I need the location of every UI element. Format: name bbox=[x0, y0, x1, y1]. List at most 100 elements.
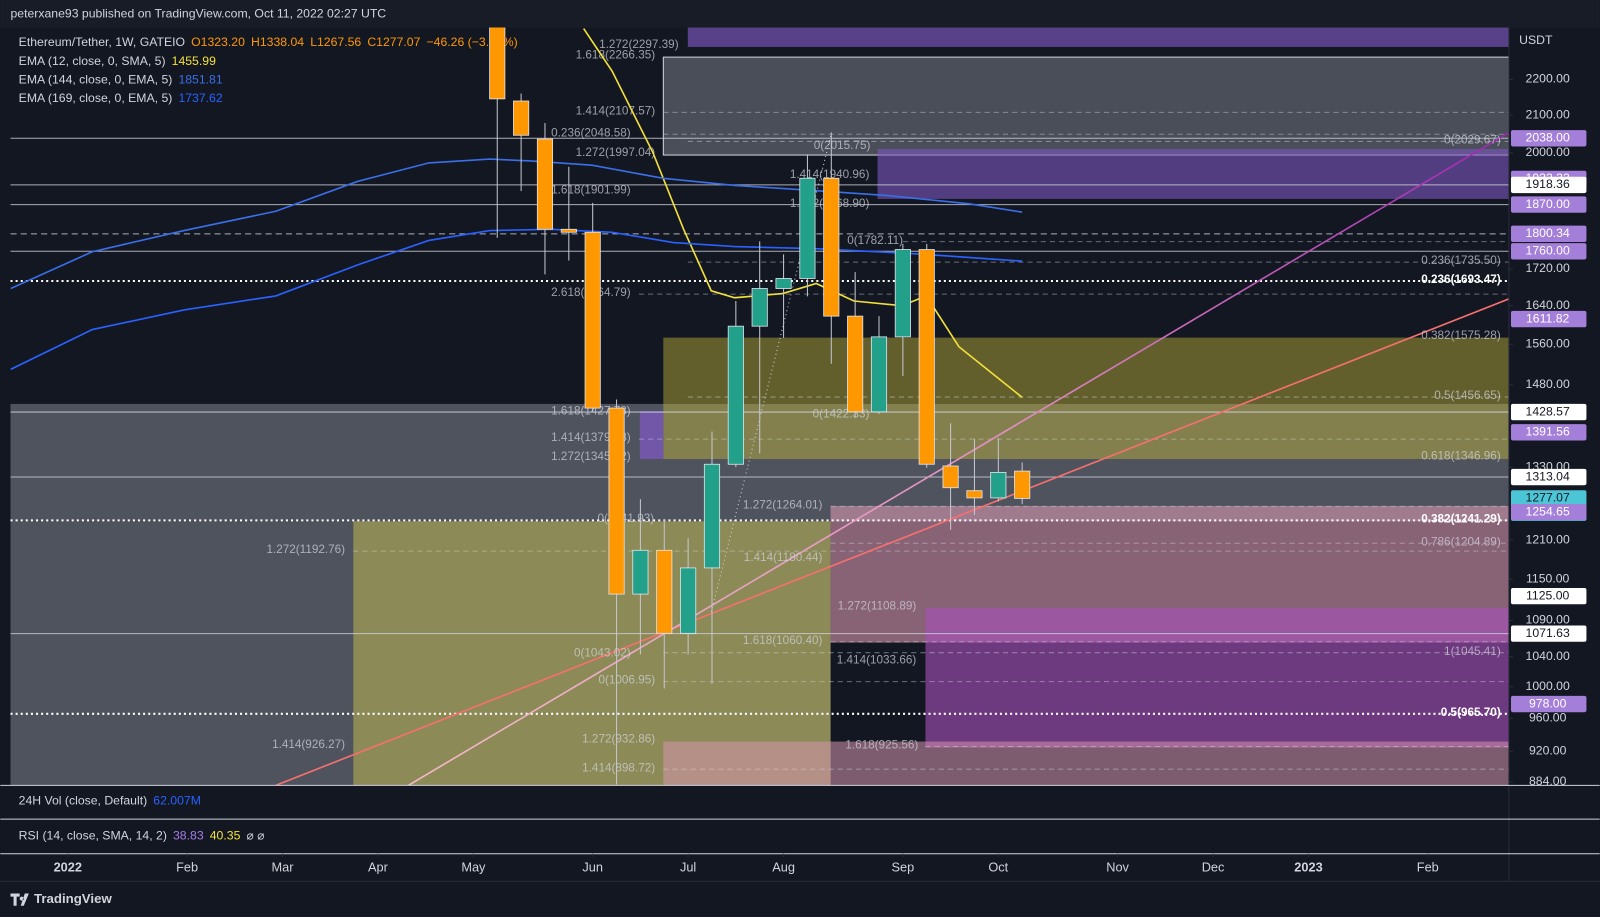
candle-body bbox=[894, 249, 911, 338]
candles bbox=[489, 27, 1031, 785]
candle-body bbox=[608, 407, 625, 595]
zone bbox=[663, 741, 1509, 786]
fib-label: 1.414(1033.66) bbox=[837, 653, 917, 666]
y-tick-label: 2200.00 bbox=[1526, 72, 1570, 86]
y-tick-label: 1040.00 bbox=[1526, 649, 1570, 663]
legend-name: EMA (169, close, 0, EMA, 5) bbox=[19, 91, 173, 105]
price-tag bbox=[1510, 503, 1587, 521]
fib-trend-line bbox=[710, 132, 833, 613]
zone bbox=[353, 521, 831, 786]
price-tag-label: 1760.00 bbox=[1526, 244, 1570, 258]
fib-label: 0(1006.95) bbox=[598, 674, 655, 687]
y-axis-unit: USDT bbox=[1519, 33, 1553, 47]
fib-label: 1.272(1108.89) bbox=[838, 599, 917, 612]
price-tag bbox=[1510, 225, 1587, 242]
pane-name: 24H Vol (close, Default) bbox=[19, 794, 148, 808]
price-tag-label: 1391.56 bbox=[1526, 425, 1570, 439]
y-tick-label: 884.00 bbox=[1529, 774, 1567, 788]
y-tick-label: 1150.00 bbox=[1526, 571, 1570, 585]
candle-body bbox=[632, 549, 649, 595]
candle-body bbox=[536, 138, 554, 230]
y-tick-label: 1000.00 bbox=[1526, 679, 1570, 693]
price-tag-label: 1071.63 bbox=[1526, 626, 1570, 640]
x-tick-label: 2023 bbox=[1294, 859, 1322, 874]
candle-body bbox=[918, 249, 935, 465]
fib-label: 0.382(1575.28) bbox=[1421, 329, 1501, 342]
candle-body bbox=[656, 549, 673, 634]
y-tick-label: 1210.00 bbox=[1526, 532, 1570, 546]
fib-label: 0.236(2048.58) bbox=[551, 126, 631, 139]
candle-body bbox=[775, 278, 792, 289]
fib-label: 0.236(1693.47) bbox=[1421, 273, 1501, 286]
price-tag-label: 1125.00 bbox=[1526, 588, 1570, 602]
fib-label: 1(1045.41) bbox=[1444, 645, 1501, 658]
x-tick-label: Jun bbox=[582, 859, 603, 874]
y-tick-label: 2000.00 bbox=[1526, 145, 1570, 159]
fib-label: 0(2015.75) bbox=[814, 139, 871, 152]
x-tick-label: Jul bbox=[680, 859, 696, 874]
candle-body bbox=[680, 567, 697, 634]
fib-label: 0.236(1735.50) bbox=[1421, 254, 1501, 267]
price-tag-label: 1313.04 bbox=[1526, 469, 1570, 483]
price-tag bbox=[1510, 424, 1587, 441]
y-tick-label: 1090.00 bbox=[1526, 613, 1570, 627]
zone bbox=[687, 27, 1509, 47]
y-tick-label: 1720.00 bbox=[1526, 261, 1570, 275]
fib-label: 1.618(1901.99) bbox=[551, 184, 631, 197]
fib-label: 1.414(1940.96) bbox=[790, 168, 870, 181]
fib-label: 0.5(965.70) bbox=[1441, 706, 1501, 719]
ohlc-open: O1323.20 bbox=[191, 35, 245, 49]
trend-line bbox=[275, 298, 1509, 786]
fib-label: 0(1241.93) bbox=[597, 512, 654, 525]
price-tag-label: 1254.65 bbox=[1526, 504, 1570, 518]
fib-label: 1.272(1192.76) bbox=[266, 543, 345, 556]
legend-entry: EMA (12, close, 0, SMA, 5) 1455.99 bbox=[19, 54, 216, 68]
ohlc-change: −46.26 (−3.50%) bbox=[427, 35, 518, 49]
price-tag-label: 1870.00 bbox=[1526, 197, 1570, 211]
brand-logo bbox=[10, 893, 29, 906]
pane-name: RSI (14, close, SMA, 14, 2) bbox=[19, 829, 167, 843]
y-tick-label: 1480.00 bbox=[1526, 377, 1570, 391]
pane-value: 62.007M bbox=[153, 794, 201, 808]
zone bbox=[925, 607, 1509, 748]
ohlc-close: C1277.07 bbox=[367, 35, 420, 49]
x-tick-label: May bbox=[461, 859, 486, 874]
candle-body bbox=[489, 27, 506, 100]
fib-label: 1.272(1264.01) bbox=[743, 498, 823, 511]
zone bbox=[662, 56, 1509, 156]
fib-label: 1.272(1997.04) bbox=[576, 146, 656, 159]
price-tag-label: 1918.36 bbox=[1526, 177, 1570, 191]
candle-body bbox=[799, 177, 816, 279]
pane-value: 38.83 bbox=[173, 829, 204, 843]
fib-label: 1.414(926.27) bbox=[272, 738, 345, 751]
fib-label: 0.5(1456.65) bbox=[1434, 389, 1501, 402]
symbol-title: Ethereum/Tether, 1W, GATEIO bbox=[19, 35, 185, 49]
fib-label: 1.272(932.86) bbox=[582, 733, 655, 746]
x-tick-label: Apr bbox=[368, 859, 389, 874]
fib-label: 0(1782.11) bbox=[847, 234, 903, 247]
y-tick-label: 1640.00 bbox=[1526, 298, 1570, 312]
zone bbox=[10, 521, 354, 786]
x-tick-label: Oct bbox=[988, 859, 1008, 874]
legend: EMA (12, close, 0, SMA, 5) 1455.99 EMA (14… bbox=[19, 54, 223, 105]
candle-body bbox=[942, 465, 959, 489]
legend-value: 1851.81 bbox=[178, 73, 222, 87]
x-tick-label: Mar bbox=[272, 859, 295, 874]
pane-value: 40.35 bbox=[210, 829, 241, 843]
pane-icons: ⌀ ⌀ bbox=[247, 829, 265, 843]
candle-body bbox=[727, 325, 744, 465]
candle-body bbox=[751, 288, 768, 327]
candle-body bbox=[823, 177, 840, 317]
x-tick-label: Sep bbox=[892, 859, 915, 874]
candle-body bbox=[560, 228, 577, 233]
fib-label: 1.414(2107.57) bbox=[576, 104, 656, 117]
candle-body bbox=[1014, 470, 1031, 499]
fib-label: 0.618(1346.96) bbox=[1421, 449, 1501, 462]
y-tick-label: 2100.00 bbox=[1526, 107, 1570, 121]
ohlc-high: H1338.04 bbox=[251, 35, 304, 49]
trend-line bbox=[407, 131, 1509, 786]
fib-label: 0.786(1204.89) bbox=[1421, 535, 1501, 548]
legend-value: 1455.99 bbox=[172, 54, 216, 68]
